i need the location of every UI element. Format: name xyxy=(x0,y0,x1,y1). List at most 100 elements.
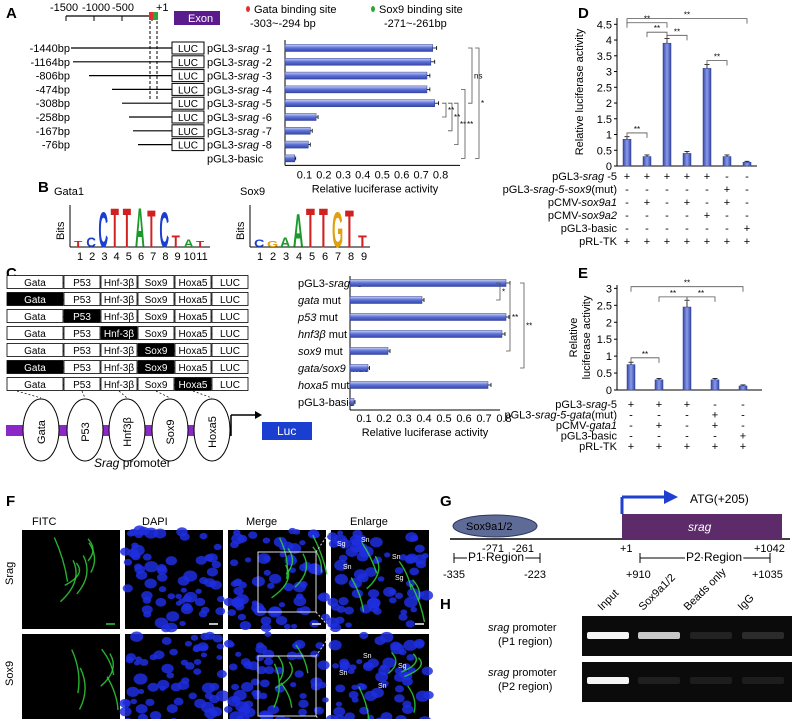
nucleus xyxy=(377,576,385,582)
nucleus xyxy=(267,582,275,589)
construct-name-part: pGL3- xyxy=(207,71,238,83)
gel-band-p2 xyxy=(587,677,629,684)
scale-tick-1000: -1000 xyxy=(82,2,110,14)
binding-site-box xyxy=(63,292,101,306)
nucleus xyxy=(298,699,309,708)
bar xyxy=(284,99,435,107)
nucleus xyxy=(180,604,194,615)
binding-site-box xyxy=(6,377,64,391)
e-chart-row-label-part: srag xyxy=(586,399,608,411)
nucleus xyxy=(395,714,407,719)
nucleus xyxy=(260,616,272,626)
nucleus xyxy=(228,663,238,671)
e-chart-sig-label: ** xyxy=(642,350,648,359)
nucleus xyxy=(250,678,260,686)
nucleus xyxy=(244,557,252,563)
nucleus xyxy=(184,591,198,603)
c-x-tick: 0.5 xyxy=(436,413,451,425)
nucleus xyxy=(268,573,282,584)
gata1-logo-letter: T xyxy=(74,240,82,249)
e-chart-mark: - xyxy=(713,431,717,443)
luc-box-label: LUC xyxy=(178,72,198,83)
binding-site-label: Hoxa5 xyxy=(179,380,208,391)
e-chart-row-label: pGL3-basic xyxy=(561,431,618,443)
panel-label-c: C xyxy=(6,265,17,282)
construct-name-part: pGL3- xyxy=(207,57,238,69)
d-chart-mark: + xyxy=(644,171,650,183)
d-chart-mark: - xyxy=(705,184,709,196)
nucleus xyxy=(166,672,175,679)
d-chart-mark: - xyxy=(745,184,749,196)
d-chart-mark: - xyxy=(705,223,709,235)
e-chart-row-label-part: pGL3-basic xyxy=(561,431,618,443)
nucleus xyxy=(406,553,418,563)
nucleus xyxy=(243,707,256,718)
nucleus xyxy=(398,613,408,621)
fitc-signal xyxy=(358,686,370,719)
d-chart-row-label-part: sox9a1 xyxy=(582,197,617,209)
d-chart-y-tick: 0 xyxy=(606,161,612,173)
sox9-position-label: 1 xyxy=(257,251,263,263)
mutant-row-label: hnf3β mut xyxy=(298,329,347,341)
d-chart-mark: - xyxy=(625,223,629,235)
binding-site-box xyxy=(137,377,175,391)
d-chart-row-label: pCMV-sox9a2 xyxy=(548,210,617,222)
nucleus xyxy=(257,553,271,564)
nucleus xyxy=(318,681,327,689)
nucleus xyxy=(279,552,286,558)
nucleus xyxy=(414,544,425,553)
binding-site-label: Hoxa5 xyxy=(179,312,208,323)
nucleus xyxy=(126,686,140,697)
construct-name: pGL3-srag -8 xyxy=(207,140,272,152)
nucleus xyxy=(193,668,202,675)
fluorescence-image-grid: Sg Sn Sn Sn Sg Sn Sn Sn Sg xyxy=(22,525,434,719)
tf-oval-label: Hnf3β xyxy=(122,417,134,447)
srag-gene-box xyxy=(622,514,782,539)
nucleus xyxy=(156,563,167,572)
nucleus xyxy=(307,529,320,539)
promoter-diagram: Luc Gata P53 Hnf3β Sox9 Hoxa5 Srag promoter xyxy=(6,398,312,470)
bar xyxy=(284,140,309,149)
pos-plus-910: +910 xyxy=(626,569,651,581)
fitc-signal xyxy=(279,537,289,580)
construct-name: pGL3-srag -5 xyxy=(207,98,272,110)
nucleus xyxy=(184,640,193,647)
fitc-signal xyxy=(294,553,308,588)
construct-name-part: srag xyxy=(238,140,260,152)
gata-legend-label: Gata binding site xyxy=(254,4,337,16)
d-chart-row-label: pGL3-srag -5 xyxy=(552,171,617,183)
sox9-logo-letter: T xyxy=(358,233,367,251)
fitc-signal xyxy=(106,676,119,711)
tf-oval xyxy=(108,398,146,462)
col-title-fitc: FITC xyxy=(32,516,56,528)
nucleus xyxy=(126,530,135,537)
pos-plus-1035: +1035 xyxy=(752,569,783,581)
nucleus xyxy=(199,532,208,540)
sox9-position-label: 2 xyxy=(270,251,276,263)
binding-site-box xyxy=(63,275,101,289)
binding-site-label: Hnf-3β xyxy=(104,346,134,357)
luc-box-label: LUC xyxy=(178,85,198,96)
d-chart-row-label-part: -5 xyxy=(604,171,617,183)
e-chart-mark: + xyxy=(656,441,662,453)
nucleus xyxy=(230,580,239,587)
a-sig xyxy=(454,102,459,145)
d-chart-row-label: pGL3-basic xyxy=(561,223,618,235)
nucleus xyxy=(380,631,394,643)
nucleus xyxy=(363,662,372,669)
d-chart-row-label-part: pGL3- xyxy=(552,171,583,183)
binding-site-label: Hoxa5 xyxy=(179,295,208,306)
nucleus xyxy=(351,538,361,546)
fitc-signal xyxy=(361,542,378,574)
nucleus xyxy=(231,597,243,607)
nucleus xyxy=(318,592,330,602)
nucleus xyxy=(344,712,355,719)
fitc-signal xyxy=(410,583,426,623)
d-chart-row-label-part: pCMV- xyxy=(548,210,582,222)
sox9-position-label: 5 xyxy=(309,251,315,263)
a-sig xyxy=(442,102,447,118)
e-chart-mark: - xyxy=(629,420,633,432)
binding-site-box xyxy=(6,292,64,306)
d-chart-mark: - xyxy=(665,197,669,209)
